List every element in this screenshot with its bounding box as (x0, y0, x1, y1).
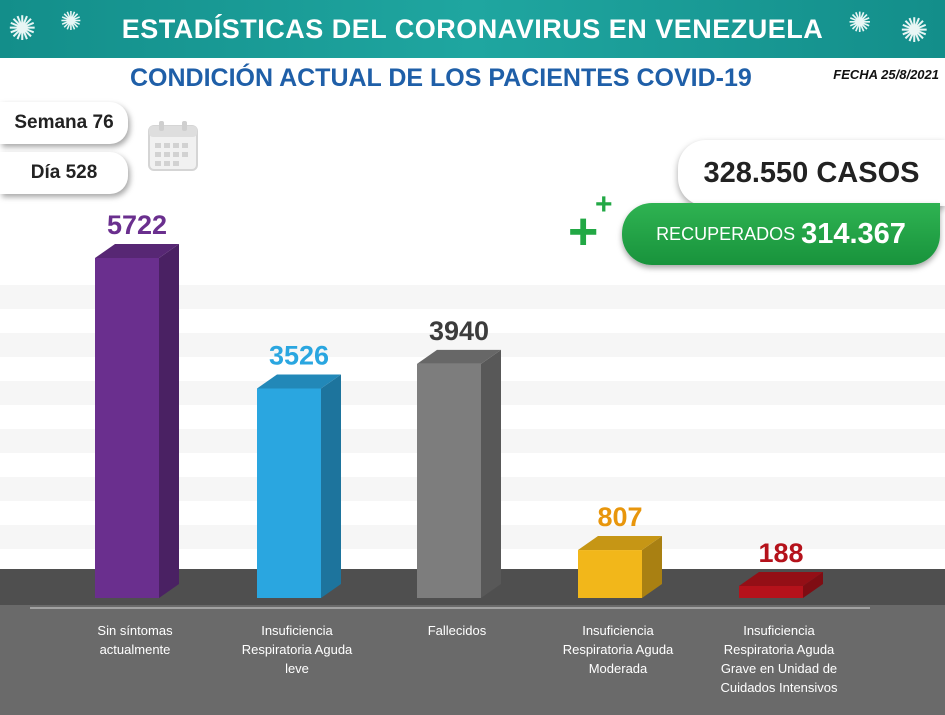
virus-icon: ✺ (8, 10, 37, 48)
plus-icon: + (568, 203, 599, 261)
virus-icon: ✺ (900, 12, 929, 50)
bar (578, 550, 642, 598)
total-cases-badge: 328.550 CASOS (678, 140, 945, 206)
total-cases-label: 328.550 CASOS (703, 156, 920, 189)
bar (417, 363, 481, 598)
bar-side (481, 349, 501, 598)
data-label: 807 (597, 502, 642, 532)
bar-top (578, 536, 662, 551)
category-label: Insuficiencia Respiratoria Aguda leve (222, 621, 372, 678)
category-label-line: Respiratoria Aguda (723, 642, 835, 657)
plus-icon: + (595, 188, 613, 221)
bar-side (642, 536, 662, 598)
bar-top (739, 572, 823, 586)
banner-title: ESTADÍSTICAS DEL CORONAVIRUS EN VENEZUEL… (121, 14, 824, 44)
label-area (0, 605, 945, 715)
category-label-line: Grave en Unidad de (720, 661, 838, 676)
virus-icon: ✺ (60, 6, 82, 36)
week-badge: Semana 76 (0, 102, 128, 144)
bar-top (95, 244, 179, 258)
category-label-line: Sin síntomas (97, 623, 173, 638)
category-label: Insuficiencia Respiratoria Aguda Grave en … (704, 621, 854, 697)
category-label-line: Insuficiencia (582, 623, 654, 638)
data-label: 5722 (107, 210, 167, 240)
virus-icon: ✺ (848, 7, 872, 38)
category-label-line: Cuidados Intensivos (720, 680, 838, 695)
data-label: 3526 (269, 340, 329, 370)
day-badge: Día 528 (0, 152, 128, 194)
bar-side (803, 572, 823, 598)
bar (95, 258, 159, 598)
category-label-line: Insuficiencia (261, 623, 333, 638)
data-label: 188 (758, 538, 803, 568)
recovered-value: 314.367 (801, 217, 906, 250)
category-label-line: leve (285, 661, 309, 676)
week-label: Semana 76 (14, 112, 114, 133)
category-label: Sin síntomas actualmente (60, 621, 210, 659)
calendar-icon (148, 121, 198, 171)
day-label: Día 528 (30, 162, 98, 183)
recovered-badge: RECUPERADOS 314.367 (622, 203, 940, 265)
bar (257, 388, 321, 598)
bar-top (257, 374, 341, 389)
bar-top (417, 349, 501, 364)
category-label-line: actualmente (99, 642, 171, 657)
category-label: Insuficiencia Respiratoria Aguda Moderada (543, 621, 693, 678)
bar-side (321, 374, 341, 598)
page-subtitle: CONDICIÓN ACTUAL DE LOS PACIENTES COVID-… (130, 64, 752, 92)
category-label-line: Fallecidos (427, 623, 487, 638)
category-label: Fallecidos (382, 621, 532, 640)
header-banner: ✺ ✺ ✺ ✺ ESTADÍSTICAS DEL CORONAVIRUS EN … (0, 0, 945, 58)
category-label-line: Respiratoria Aguda (562, 642, 674, 657)
recovered-label: RECUPERADOS (656, 223, 796, 244)
category-label-line: Respiratoria Aguda (241, 642, 353, 657)
date-label: FECHA 25/8/2021 (833, 67, 939, 82)
bar-side (159, 244, 179, 598)
bar (739, 586, 803, 598)
category-label-line: Insuficiencia (743, 623, 815, 638)
data-label: 3940 (429, 316, 489, 346)
category-label-line: Moderada (588, 661, 648, 676)
